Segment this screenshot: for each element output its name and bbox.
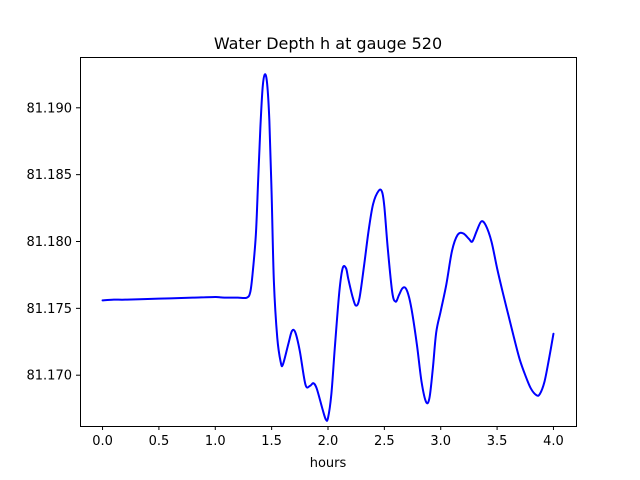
y-axis: 81.170 81.175 81.180 81.185 81.190 (27, 101, 80, 384)
series-layer (101, 73, 555, 422)
y-tick-label: 81.185 (27, 168, 73, 183)
y-tick-label: 81.180 (27, 235, 73, 250)
x-tick-label: 2.0 (318, 434, 339, 449)
x-axis: 0.0 0.5 1.0 1.5 2.0 2.5 3.0 3.5 4.0 (92, 426, 564, 449)
y-tick-label: 81.170 (27, 369, 73, 384)
x-tick-label: 1.0 (205, 434, 226, 449)
chart-title: Water Depth h at gauge 520 (214, 34, 442, 53)
y-tick-label: 81.190 (27, 101, 73, 116)
y-tick-label: 81.175 (27, 302, 73, 317)
x-tick-label: 3.0 (430, 434, 451, 449)
series-line (101, 73, 555, 422)
x-tick-label: 3.5 (487, 434, 508, 449)
x-tick-label: 4.0 (543, 434, 564, 449)
x-tick-label: 0.5 (149, 434, 170, 449)
x-tick-label: 2.5 (374, 434, 395, 449)
x-tick-label: 1.5 (261, 434, 282, 449)
x-tick-label: 0.0 (92, 434, 113, 449)
x-axis-label: hours (310, 456, 347, 471)
plot-frame (80, 57, 577, 427)
